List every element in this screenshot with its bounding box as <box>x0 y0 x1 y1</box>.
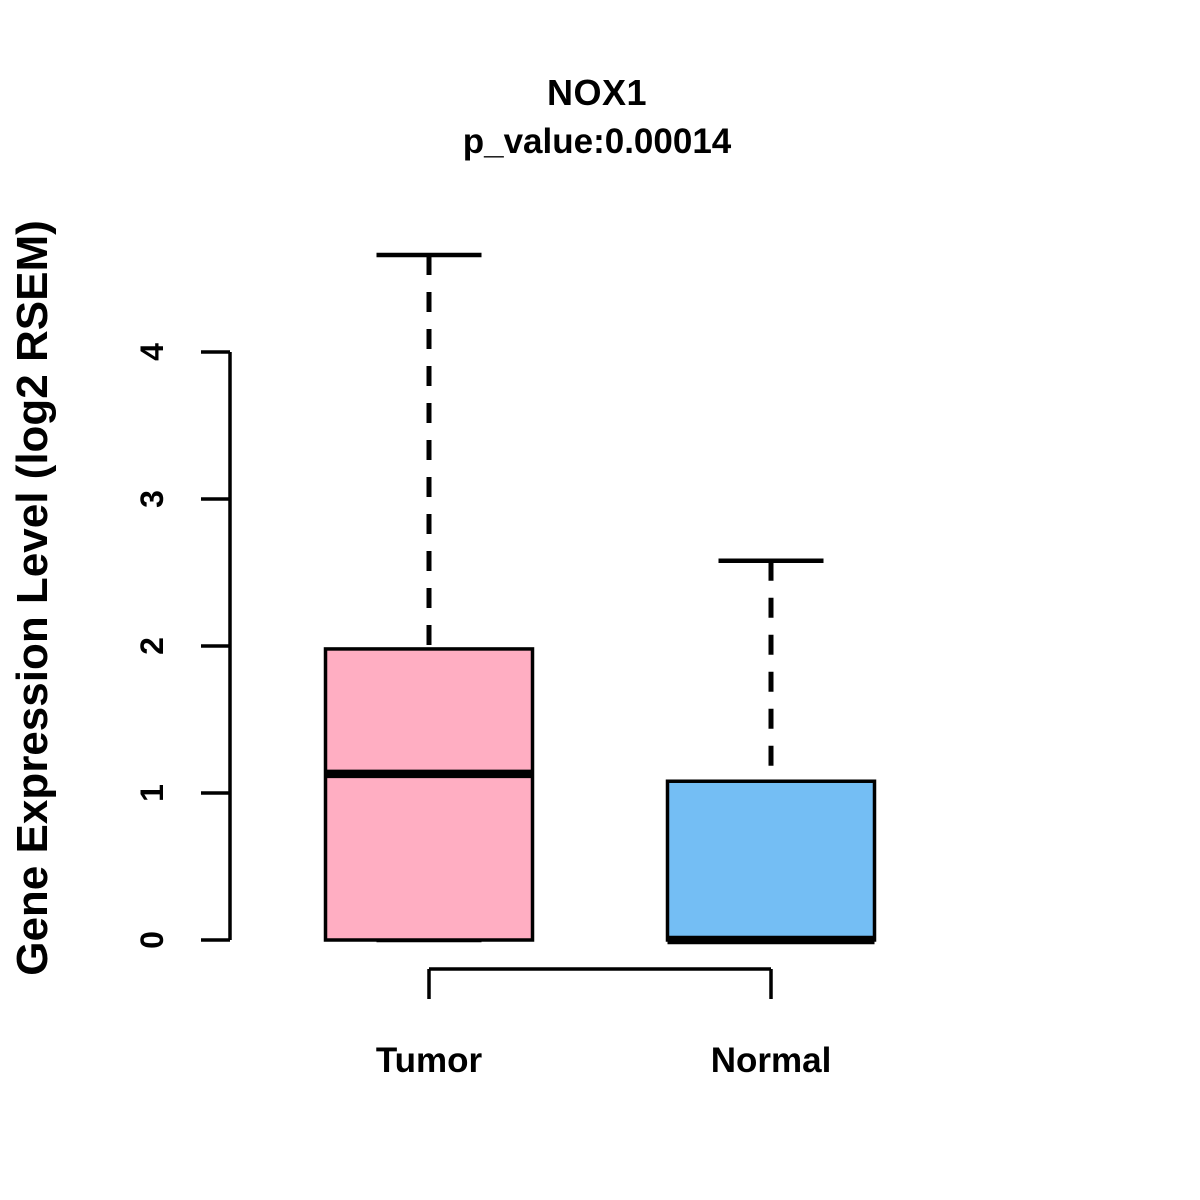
box-normal <box>665 779 877 942</box>
y-axis-title: Gene Expression Level (log2 RSEM) <box>8 220 57 976</box>
y-axis-tick-label: 3 <box>134 490 170 508</box>
x-axis-label-normal: Normal <box>711 1041 832 1080</box>
x-axis-label-tumor: Tumor <box>376 1041 483 1080</box>
box-tumor <box>323 647 535 942</box>
y-axis-tick-label: 1 <box>134 784 170 802</box>
y-axis-tick-label: 0 <box>134 931 170 949</box>
chart-subtitle-pvalue: p_value:0.00014 <box>462 122 732 161</box>
y-axis-tick-label: 2 <box>134 637 170 655</box>
y-axis-tick-label: 4 <box>134 343 170 361</box>
chart-title: NOX1 <box>546 72 648 113</box>
